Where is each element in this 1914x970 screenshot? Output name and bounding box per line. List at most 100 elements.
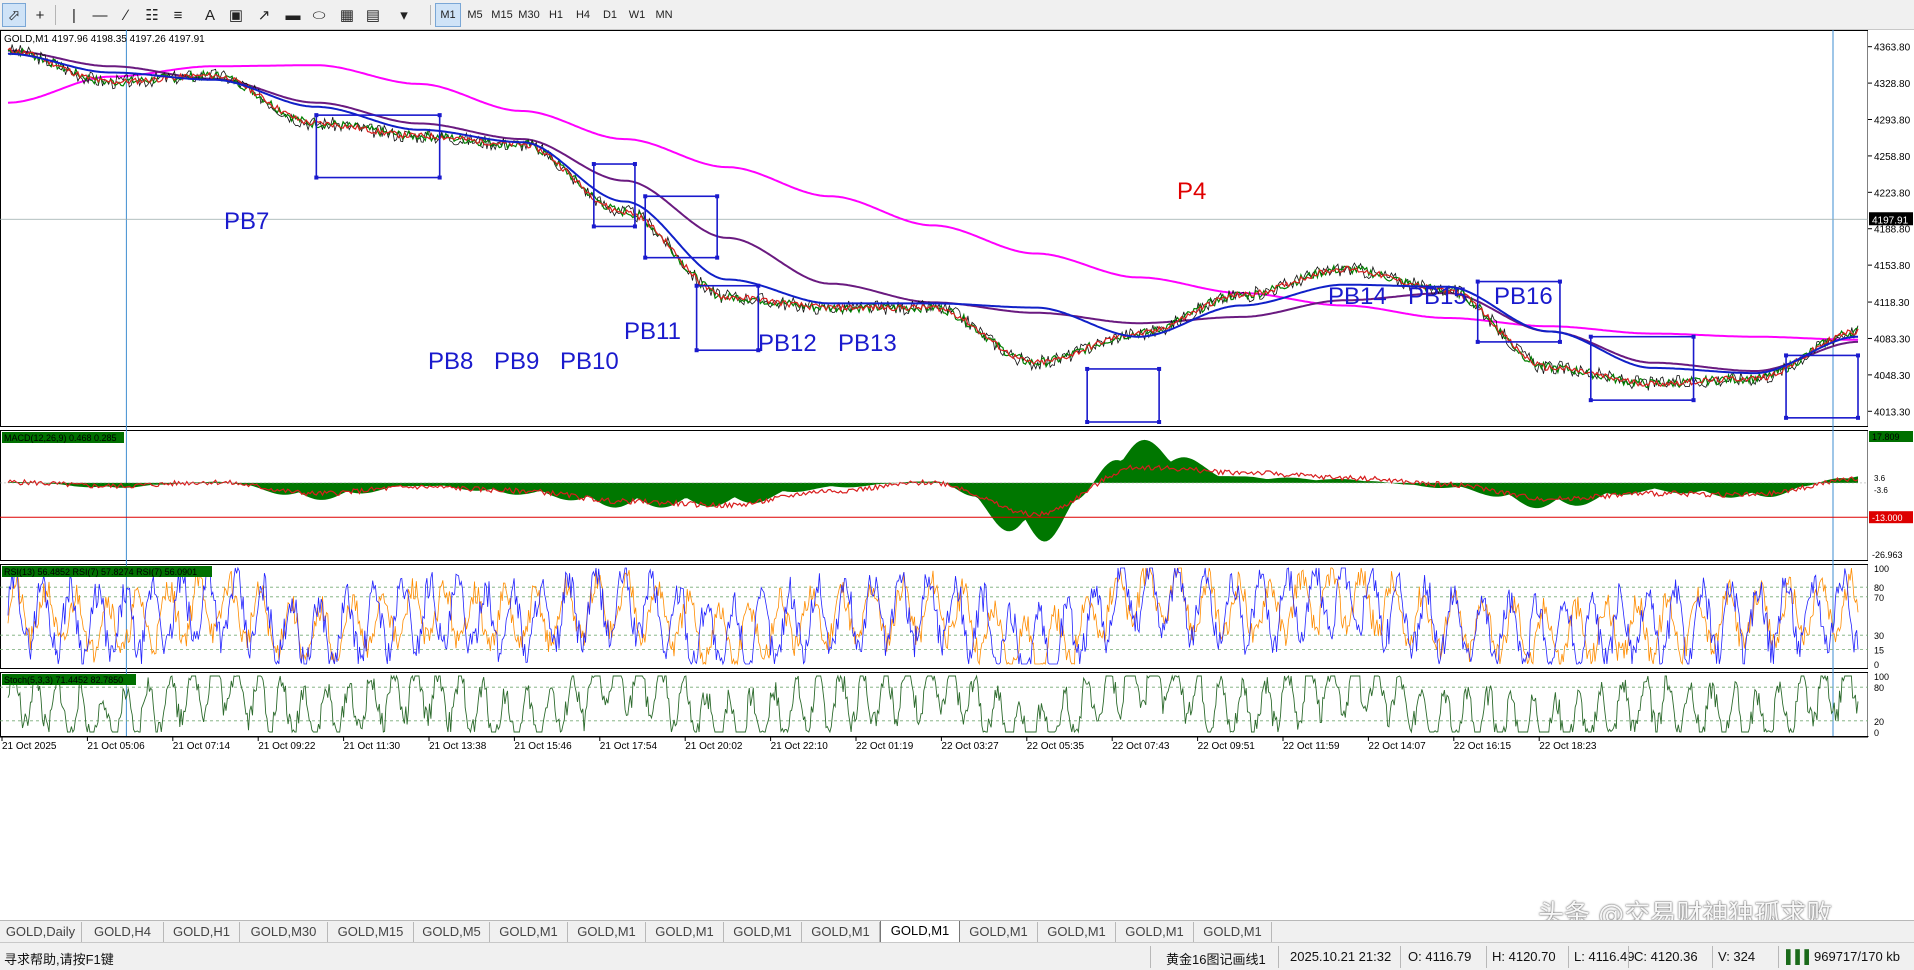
chart-tab[interactable]: GOLD,M5 <box>414 922 490 942</box>
chart-tab[interactable]: GOLD,M15 <box>328 922 414 942</box>
timeframe-m30-button[interactable]: M30 <box>518 9 540 21</box>
box-handle <box>643 255 648 260</box>
pullback-box-pb10 <box>694 283 761 353</box>
macd-top-value: 17.809 <box>1872 432 1900 442</box>
chart-tab[interactable]: GOLD,Daily <box>0 922 82 942</box>
pullback-boxes[interactable] <box>314 113 1860 424</box>
timeframe-m15-button[interactable]: M15 <box>491 9 513 21</box>
rsi-line-b <box>7 567 1859 666</box>
ma-long-line <box>7 64 1858 341</box>
price-tick-label: 4258.80 <box>1874 152 1911 163</box>
annotation-label-pb16[interactable]: PB16 <box>1494 283 1553 310</box>
status-profile: 黄金16图记画线1 <box>1166 952 1266 967</box>
text-label-icon[interactable]: ▣ <box>228 7 244 24</box>
time-tick-label: 22 Oct 03:27 <box>941 741 999 752</box>
chart-tab[interactable]: GOLD,H1 <box>164 922 240 942</box>
price-tick-label: 4013.30 <box>1874 407 1911 418</box>
annotation-label-pb12[interactable]: PB12 <box>758 330 817 357</box>
current-price-badge <box>1869 212 1913 226</box>
chart-tab[interactable]: GOLD,H4 <box>82 922 164 942</box>
box-handle <box>632 162 637 167</box>
pattern-icon[interactable]: ▦ <box>339 7 355 24</box>
chart-tab[interactable]: GOLD,M1 <box>960 922 1038 942</box>
pullback-box-rect <box>1476 280 1561 343</box>
time-tick-label: 22 Oct 16:15 <box>1454 741 1512 752</box>
timeframe-m1-button[interactable]: M1 <box>435 3 461 27</box>
timeframe-m5-button[interactable]: M5 <box>467 9 483 21</box>
pullback-box-pb15 <box>1588 334 1696 403</box>
chart-tab[interactable]: GOLD,M1 <box>1194 922 1272 942</box>
crosshair-icon[interactable]: + <box>35 6 45 24</box>
timeframe-h1-button[interactable]: H1 <box>548 9 564 21</box>
gann-icon[interactable]: ▤ <box>365 7 381 24</box>
time-tick-label: 22 Oct 09:51 <box>1198 741 1256 752</box>
annotation-label-p4[interactable]: P4 <box>1177 178 1206 205</box>
box-handle <box>694 348 699 353</box>
annotation-label-pb11[interactable]: PB11 <box>624 318 681 345</box>
annotation-label-pb8[interactable]: PB8 <box>428 348 473 375</box>
arrow-icon[interactable]: ↗ <box>257 7 271 24</box>
text-icon[interactable]: A <box>204 6 215 24</box>
timeframe-w1-button[interactable]: W1 <box>628 9 646 21</box>
rsi-scale-label: 15 <box>1874 646 1884 656</box>
box-handle <box>1475 279 1480 284</box>
pullback-box-pb16 <box>1784 353 1860 420</box>
macd-pane: MACD(12,26,9) 0.468 0.285 17.809 -13.000 -2… <box>0 431 1913 560</box>
status-high: H: 4120.70 <box>1492 949 1556 964</box>
ellipse-icon[interactable]: ⬭ <box>312 6 326 24</box>
box-handle <box>1557 339 1562 344</box>
timeframe-d1-button[interactable]: D1 <box>602 9 618 21</box>
pullback-box-pb13 <box>1085 366 1162 424</box>
fibonacci-icon[interactable]: ≡ <box>173 6 183 24</box>
cursor-icon[interactable]: ⬀ <box>2 3 26 27</box>
annotation-label-pb9[interactable]: PB9 <box>494 348 539 375</box>
status-bar: 寻求帮助,请按F1键 黄金16图记画线1 2025.10.21 21:32 O:… <box>0 942 1914 970</box>
box-handle <box>1856 415 1860 420</box>
price-tick-label: 4223.80 <box>1874 188 1911 199</box>
vertical-line-icon[interactable]: | <box>72 6 76 24</box>
horizontal-line-icon[interactable]: — <box>92 6 108 24</box>
chart-tab[interactable]: GOLD,M30 <box>240 922 328 942</box>
box-handle <box>1691 398 1696 403</box>
stoch-line <box>7 674 1859 734</box>
chart-panes <box>0 30 1869 737</box>
time-tick-label: 21 Oct 17:54 <box>600 741 658 752</box>
box-handle <box>1085 366 1090 371</box>
box-handle <box>715 194 720 199</box>
macd-top-badge <box>1869 431 1913 442</box>
rectangle-icon[interactable]: ▬ <box>285 6 301 24</box>
timeframe-mn-button[interactable]: MN <box>655 9 673 21</box>
box-handle <box>1588 398 1593 403</box>
annotation-label-pb10[interactable]: PB10 <box>560 348 619 375</box>
annotation-label-pb15[interactable]: PB15 <box>1408 283 1467 310</box>
chart-tab[interactable]: GOLD,M1 <box>880 921 960 943</box>
pullback-box-rect <box>695 284 760 352</box>
channel-icon[interactable]: ☷ <box>145 7 159 24</box>
rsi-line-a <box>7 566 1859 666</box>
shapes-dropdown-icon[interactable]: ▾ <box>400 7 408 24</box>
annotation-label-pb14[interactable]: PB14 <box>1328 283 1387 310</box>
trend-line-icon[interactable]: ∕ <box>124 6 128 24</box>
box-handle <box>694 283 699 288</box>
pullback-box-rect <box>1589 335 1695 401</box>
chart-tab[interactable]: GOLD,M1 <box>1116 922 1194 942</box>
box-handle <box>715 255 720 260</box>
box-handle <box>591 162 596 167</box>
chart-tab[interactable]: GOLD,M1 <box>646 922 724 942</box>
pullback-box-rect <box>1785 354 1859 419</box>
timeframe-h4-button[interactable]: H4 <box>575 9 591 21</box>
chart-tab[interactable]: GOLD,M1 <box>568 922 646 942</box>
chart-tab[interactable]: GOLD,M1 <box>490 922 568 942</box>
chart-tab[interactable]: GOLD,M1 <box>1038 922 1116 942</box>
annotation-label-pb13[interactable]: PB13 <box>838 330 897 357</box>
chart-tab[interactable]: GOLD,M1 <box>724 922 802 942</box>
time-tick-label: 21 Oct 15:46 <box>514 741 572 752</box>
pane-frame <box>0 564 1869 669</box>
annotation-label-pb7[interactable]: PB7 <box>224 208 269 235</box>
time-tick-label: 21 Oct 2025 <box>2 741 57 752</box>
price-axis: 4363.80 4328.80 4293.80 4258.80 4223.80 4188.… <box>1868 30 1914 736</box>
rsi-label-bg <box>2 566 212 577</box>
chart-tab[interactable]: GOLD,M1 <box>802 922 880 942</box>
